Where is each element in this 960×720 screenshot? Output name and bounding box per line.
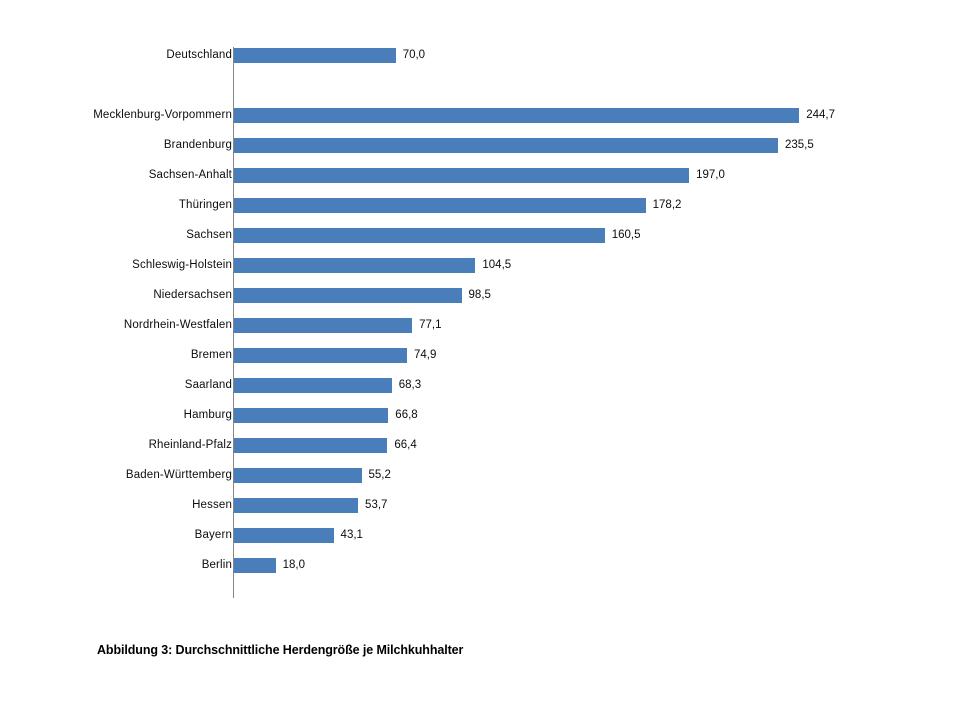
bar-row: Saarland 68,3 [0,370,960,400]
bar[interactable] [234,287,462,303]
bar-row: Niedersachsen 98,5 [0,280,960,310]
bar[interactable] [234,197,646,213]
category-label: Nordrhein-Westfalen [123,319,232,331]
bar-row: Rheinland-Pfalz 66,4 [0,430,960,460]
bar-group: 235,5 [234,130,814,160]
bar-row: Bayern 43,1 [0,520,960,550]
category-label: Thüringen [178,199,232,211]
bar-value-label: 98,5 [468,288,491,301]
bar-value-label: 43,1 [340,528,363,541]
bar-group: 43,1 [234,520,363,550]
category-label: Deutschland [166,49,232,61]
bar[interactable] [234,377,392,393]
bar[interactable] [234,227,605,243]
bar-row: Deutschland 70,0 [0,40,960,70]
bar-value-label: 77,1 [419,318,442,331]
bar-value-label: 66,4 [394,438,417,451]
bar-row-spacer [0,70,960,100]
category-label: Hessen [192,499,232,511]
bar-group: 74,9 [234,340,436,370]
bar[interactable] [234,107,800,123]
category-label: Baden-Württemberg [125,469,232,481]
bar-value-label: 160,5 [611,228,641,241]
bar-value-label: 74,9 [414,348,437,361]
bar[interactable] [234,137,778,153]
bar-group: 104,5 [234,250,511,280]
category-label: Sachsen [186,229,232,241]
bar-row: Sachsen-Anhalt 197,0 [0,160,960,190]
bar-row: Schleswig-Holstein 104,5 [0,250,960,280]
bar[interactable] [234,557,276,573]
bar-group: 66,8 [234,400,418,430]
bar-group: 178,2 [234,190,681,220]
bar-row: Thüringen 178,2 [0,190,960,220]
bar[interactable] [234,497,359,513]
bar-row: Hamburg 66,8 [0,400,960,430]
category-label: Brandenburg [163,139,232,151]
bar-value-label: 66,8 [395,408,418,421]
bar[interactable] [234,467,362,483]
category-label: Rheinland-Pfalz [148,439,232,451]
bar-group: 77,1 [234,310,441,340]
bar-value-label: 70,0 [402,48,426,61]
bar-value-label: 104,5 [482,258,512,271]
bar-group: 160,5 [234,220,641,250]
bar-group: 197,0 [234,160,725,190]
category-label: Sachsen-Anhalt [148,169,232,181]
category-label: Bremen [190,349,232,361]
category-label: Berlin [201,559,232,571]
bar[interactable] [234,317,413,333]
bar-group: 70,0 [234,40,425,70]
category-label: Niedersachsen [153,289,232,301]
bar-row: Sachsen 160,5 [0,220,960,250]
bar[interactable] [234,407,389,423]
bar-group: 98,5 [234,280,491,310]
bar-group: 18,0 [234,550,305,580]
bar-row: Nordrhein-Westfalen 77,1 [0,310,960,340]
category-label: Saarland [184,379,232,391]
bar-value-label: 18,0 [282,558,305,571]
bar[interactable] [234,347,408,363]
bar-value-label: 55,2 [368,468,391,481]
bar[interactable] [234,527,334,543]
bar-group: 53,7 [234,490,387,520]
bar-row: Mecklenburg-Vorpommern 244,7 [0,100,960,130]
bar-group: 55,2 [234,460,391,490]
bar-value-label: 68,3 [398,378,422,391]
category-label: Mecklenburg-Vorpommern [93,109,232,121]
bar-group: 68,3 [234,370,421,400]
category-label: Schleswig-Holstein [132,259,232,271]
category-label: Bayern [194,529,232,541]
bar[interactable] [234,47,396,63]
bar-value-label: 244,7 [806,108,836,121]
bar-value-label: 53,7 [365,498,388,511]
bar[interactable] [234,167,690,183]
bar-group: 66,4 [234,430,417,460]
bar-row: Berlin 18,0 [0,550,960,580]
bar-group: 244,7 [234,100,835,130]
chart-plot-area: Deutschland 70,0 Mecklenburg-Vorpommern 244… [0,40,960,610]
bar-value-label: 235,5 [785,138,814,151]
bar-row: Hessen 53,7 [0,490,960,520]
bar[interactable] [234,437,388,453]
category-axis-line [233,47,234,598]
bar-value-label: 178,2 [652,198,682,211]
bar[interactable] [234,257,476,273]
category-label: Hamburg [183,409,232,421]
bar-row: Bremen 74,9 [0,340,960,370]
bar-row: Baden-Württemberg 55,2 [0,460,960,490]
bar-row: Brandenburg 235,5 [0,130,960,160]
bar-value-label: 197,0 [696,168,725,181]
figure-caption: Abbildung 3: Durchschnittliche Herdengrö… [97,643,464,657]
